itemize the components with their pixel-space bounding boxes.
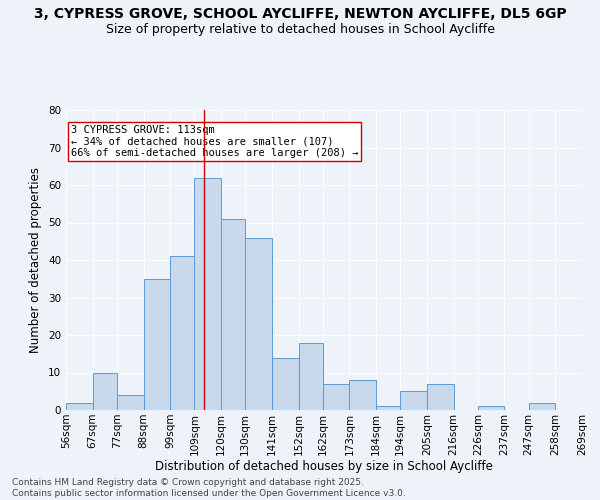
Bar bbox=[427, 384, 454, 410]
X-axis label: Distribution of detached houses by size in School Aycliffe: Distribution of detached houses by size … bbox=[155, 460, 493, 473]
Bar bbox=[529, 402, 556, 410]
Bar bbox=[221, 219, 245, 410]
Bar bbox=[349, 380, 376, 410]
Y-axis label: Number of detached properties: Number of detached properties bbox=[29, 167, 43, 353]
Bar bbox=[323, 384, 349, 410]
Bar bbox=[299, 342, 323, 410]
Bar bbox=[194, 178, 221, 410]
Bar bbox=[117, 395, 143, 410]
Bar bbox=[272, 358, 299, 410]
Text: Contains HM Land Registry data © Crown copyright and database right 2025.
Contai: Contains HM Land Registry data © Crown c… bbox=[12, 478, 406, 498]
Bar bbox=[376, 406, 400, 410]
Bar bbox=[245, 238, 272, 410]
Bar bbox=[400, 391, 427, 410]
Bar bbox=[478, 406, 505, 410]
Bar bbox=[143, 279, 170, 410]
Text: Size of property relative to detached houses in School Aycliffe: Size of property relative to detached ho… bbox=[106, 22, 494, 36]
Bar bbox=[170, 256, 194, 410]
Bar bbox=[92, 372, 117, 410]
Text: 3 CYPRESS GROVE: 113sqm
← 34% of detached houses are smaller (107)
66% of semi-d: 3 CYPRESS GROVE: 113sqm ← 34% of detache… bbox=[71, 125, 358, 158]
Bar bbox=[66, 402, 92, 410]
Text: 3, CYPRESS GROVE, SCHOOL AYCLIFFE, NEWTON AYCLIFFE, DL5 6GP: 3, CYPRESS GROVE, SCHOOL AYCLIFFE, NEWTO… bbox=[34, 8, 566, 22]
